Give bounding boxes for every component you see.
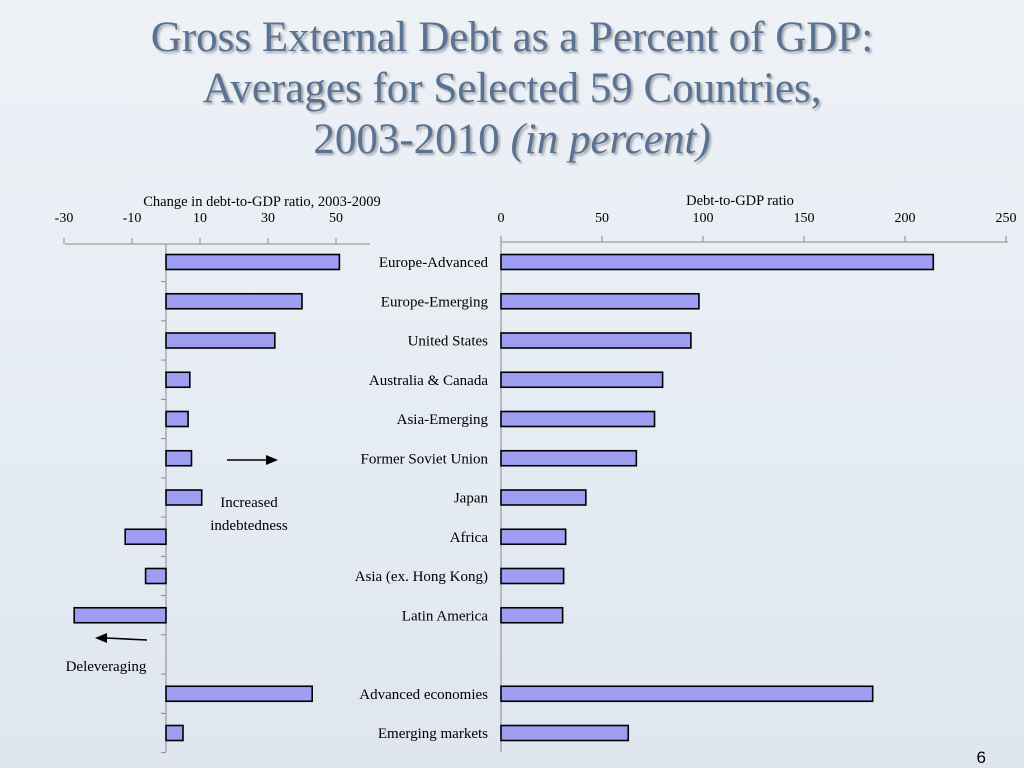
left-bar-europe-emerging	[165, 292, 303, 310]
category-label-africa: Africa	[450, 530, 489, 546]
category-label-asia-ex-hong-kong: Asia (ex. Hong Kong)	[355, 569, 488, 585]
right-panel-ratio-chart: Debt-to-GDP ratio 0 50 100 150 200 250 Europe…	[355, 193, 1017, 752]
arrow-left-head	[95, 633, 107, 643]
left-tick-label: 10	[193, 211, 207, 226]
left-bar-latin-america	[73, 606, 167, 624]
right-bar-africa	[500, 528, 567, 546]
right-tick-label: 150	[794, 211, 815, 226]
left-tick-label: -30	[55, 211, 74, 226]
left-bar-japan	[165, 489, 203, 506]
category-label-emerging-markets: Emerging markets	[378, 726, 488, 742]
page-number: 6	[976, 748, 986, 767]
category-label-latin-america: Latin America	[402, 608, 489, 624]
right-chart-title: Debt-to-GDP ratio	[686, 193, 794, 209]
left-tick-label: -10	[123, 211, 142, 226]
right-bar-united-states	[500, 332, 692, 349]
right-tick-label: 250	[996, 211, 1017, 226]
category-label-advanced-economies: Advanced economies	[359, 687, 488, 703]
left-panel-change-chart: Change in debt-to-GDP ratio, 2003-2009 -…	[55, 194, 381, 754]
category-label-australia-canada: Australia & Canada	[369, 373, 488, 389]
annotation-deleveraging: Deleveraging	[66, 659, 147, 675]
right-tick-label: 100	[693, 211, 714, 226]
title-line-3-text: 2003-2010	[313, 116, 511, 163]
right-bar-japan	[500, 489, 587, 506]
right-bar-europe-emerging	[500, 292, 700, 310]
annotation-indebtedness: indebtedness	[210, 518, 288, 534]
left-tick-label: 50	[329, 211, 343, 226]
arrow-right-head	[266, 455, 278, 465]
right-bar-latin-america	[500, 606, 564, 624]
left-tick-label: 30	[261, 211, 275, 226]
annotation-increased: Increased	[220, 495, 278, 511]
category-label-former-soviet-union: Former Soviet Union	[361, 451, 489, 467]
category-label-japan: Japan	[454, 491, 489, 507]
right-tick-label: 0	[498, 211, 505, 226]
right-bar-advanced-economies	[500, 685, 874, 703]
left-bar-advanced-economies	[165, 685, 313, 703]
left-bar-asia-emerging	[165, 410, 189, 428]
right-bar-asia-emerging	[500, 410, 656, 428]
right-bar-former-soviet-union	[500, 449, 638, 467]
right-bar-asia-ex-hong-kong	[500, 567, 565, 585]
category-label-asia-emerging: Asia-Emerging	[397, 412, 489, 428]
left-bar-asia-ex-hong-kong	[144, 567, 167, 585]
right-bar-australia-canada	[500, 371, 664, 389]
title-line-1: Gross External Debt as a Percent of GDP:	[150, 14, 874, 61]
category-label-united-states: United States	[408, 334, 489, 350]
right-tick-label: 50	[595, 211, 609, 226]
arrow-left-line	[105, 637, 148, 641]
left-bar-australia-canada	[165, 371, 191, 389]
left-bar-united-states	[165, 332, 276, 349]
left-bar-africa	[124, 528, 167, 546]
title-line-3: 2003-2010 (in percent)	[0, 114, 1024, 165]
right-tick-label: 200	[895, 211, 916, 226]
right-bar-europe-advanced	[500, 253, 935, 271]
category-label-europe-emerging: Europe-Emerging	[381, 294, 489, 310]
left-bar-europe-advanced	[165, 253, 341, 271]
left-chart-title: Change in debt-to-GDP ratio, 2003-2009	[143, 194, 380, 210]
left-bar-emerging-markets	[165, 724, 184, 742]
slide-title: Gross External Debt as a Percent of GDP:…	[0, 12, 1024, 165]
left-bar-former-soviet-union	[165, 449, 193, 467]
category-label-europe-advanced: Europe-Advanced	[379, 255, 489, 271]
right-bar-emerging-markets	[500, 724, 630, 742]
title-line-2: Averages for Selected 59 Countries,	[202, 65, 822, 112]
title-line-3-italic: (in percent)	[510, 116, 711, 163]
